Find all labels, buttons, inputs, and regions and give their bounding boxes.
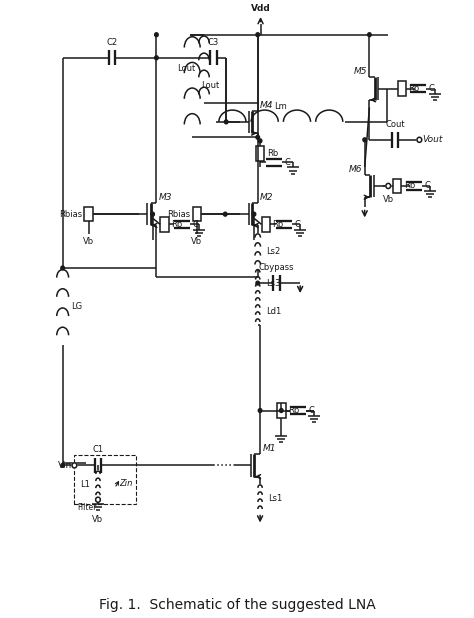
Text: M4: M4 — [260, 101, 273, 109]
Bar — [262, 218, 270, 232]
Text: Rb: Rb — [267, 149, 278, 158]
Text: M5: M5 — [354, 67, 367, 76]
Bar — [277, 404, 285, 418]
Text: Vin: Vin — [58, 461, 72, 470]
Text: C: C — [308, 406, 314, 415]
Circle shape — [155, 33, 158, 36]
Text: C2: C2 — [107, 38, 118, 46]
Bar — [398, 82, 406, 96]
Bar — [160, 218, 169, 232]
Text: Ld1: Ld1 — [266, 307, 282, 316]
Text: Ls2: Ls2 — [266, 247, 281, 256]
Text: Vb: Vb — [92, 515, 103, 524]
Circle shape — [363, 138, 366, 142]
Text: M2: M2 — [260, 193, 273, 202]
Text: Cbypass: Cbypass — [259, 263, 294, 272]
Text: Vout: Vout — [422, 135, 443, 145]
Circle shape — [256, 33, 260, 36]
Text: LG: LG — [71, 302, 82, 311]
Text: Zin: Zin — [119, 479, 133, 488]
Circle shape — [417, 137, 422, 142]
Circle shape — [72, 463, 77, 468]
Text: Rbias: Rbias — [59, 210, 82, 219]
Text: Rb: Rb — [409, 84, 420, 93]
Text: Fig. 1.  Schematic of the suggested LNA: Fig. 1. Schematic of the suggested LNA — [99, 598, 375, 612]
Text: Rbias: Rbias — [167, 210, 191, 219]
Circle shape — [256, 281, 260, 285]
Text: C1: C1 — [92, 445, 103, 454]
Text: L1: L1 — [80, 480, 90, 489]
Bar — [393, 179, 401, 193]
Text: M3: M3 — [159, 193, 172, 202]
Text: Vb: Vb — [383, 195, 394, 204]
Circle shape — [368, 33, 371, 36]
Text: Vdd: Vdd — [251, 4, 271, 13]
Text: M6: M6 — [349, 164, 362, 174]
Circle shape — [252, 212, 256, 216]
Circle shape — [258, 408, 262, 412]
Text: Cout: Cout — [385, 119, 405, 129]
Text: Rb: Rb — [404, 182, 415, 190]
Text: Lout: Lout — [201, 82, 219, 90]
Circle shape — [280, 408, 283, 412]
Text: Filter: Filter — [78, 503, 97, 512]
Circle shape — [151, 212, 155, 216]
Text: Rb: Rb — [273, 220, 283, 229]
Text: Ls1: Ls1 — [269, 494, 283, 503]
Text: Vb: Vb — [83, 237, 94, 246]
Text: Ls3: Ls3 — [266, 279, 281, 287]
Circle shape — [61, 464, 64, 467]
Text: Lm: Lm — [274, 101, 287, 111]
Bar — [193, 207, 201, 221]
Circle shape — [258, 139, 262, 143]
Text: C: C — [284, 158, 291, 167]
Bar — [84, 207, 93, 221]
Circle shape — [61, 266, 64, 270]
Text: C: C — [424, 182, 430, 190]
Text: Rb: Rb — [171, 220, 182, 229]
Bar — [256, 146, 264, 161]
Circle shape — [155, 56, 158, 60]
Text: C: C — [429, 84, 435, 93]
Text: C3: C3 — [208, 38, 219, 46]
Text: Rb: Rb — [288, 406, 299, 415]
Text: M1: M1 — [263, 444, 276, 453]
Text: C: C — [294, 220, 300, 229]
Text: Vb: Vb — [191, 237, 202, 246]
Circle shape — [224, 120, 228, 124]
Text: Lout: Lout — [177, 64, 196, 74]
Circle shape — [256, 135, 260, 139]
Circle shape — [96, 497, 100, 502]
Circle shape — [223, 212, 227, 216]
Text: C: C — [193, 220, 199, 229]
Circle shape — [386, 184, 391, 188]
